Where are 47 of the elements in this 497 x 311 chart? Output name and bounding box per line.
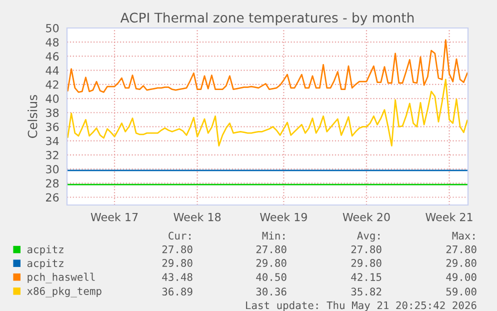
text: 49.00 [446,273,476,282]
y-tick-label: 40 [46,94,59,103]
x-tick-label: Week 21 [426,212,472,222]
text: 35.82 [351,288,382,296]
text: 27.80 [162,245,192,254]
y-tick-label: 46 [46,52,59,61]
y-tick-label: 36 [46,122,59,132]
text: 27.80 [351,245,382,254]
y-tick-label: 42 [46,80,58,89]
text: Avg: [357,232,380,242]
chart-title: ACPI Thermal zone temperatures - by month [120,12,414,26]
legend-label: acpitz [27,259,64,270]
text: 27.80 [256,245,286,254]
text: 29.80 [256,259,286,267]
text: 36.89 [162,288,192,296]
line-series [67,39,468,93]
legend-label: acpitz [27,245,64,256]
y-tick-label: 30 [46,165,59,174]
y-tick-label: 34 [46,136,59,146]
text: Last update: Thu May 21 20:25:42 2026 [246,301,476,311]
text: Max: [452,232,474,240]
text: 42.15 [351,273,382,282]
y-axis-title: Celsius [28,94,38,138]
text: Cur: [168,232,190,240]
y-tick-label: 50 [46,24,59,32]
y-tick-label: 32 [46,150,58,160]
x-tick-label: Week 20 [342,212,390,222]
line-series [67,78,468,146]
text: Min: [262,232,284,240]
y-tick-label: 38 [46,108,59,117]
legend-label: x86_pkg_temp [27,286,102,298]
text: 40.50 [256,273,286,282]
x-tick-label: Week 17 [90,212,138,222]
x-tick-label: Week 19 [260,212,307,222]
y-tick-label: 48 [46,38,59,46]
text: 27.80 [446,245,476,254]
x-tick-label: Week 18 [174,212,221,222]
text: 29.80 [446,259,476,267]
y-tick-label: 44 [46,66,59,75]
text: 43.48 [162,273,192,282]
y-tick-label: 26 [46,193,59,202]
legend-label: pch_haswell [28,272,95,284]
y-tick-label: 28 [46,179,59,188]
text: 59.00 [446,288,476,296]
text: 29.80 [162,259,192,267]
text: 30.36 [256,288,286,296]
text: 29.80 [351,259,382,267]
